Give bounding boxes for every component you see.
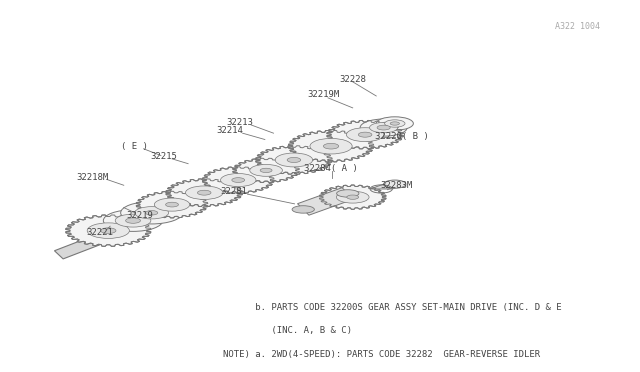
Ellipse shape: [347, 195, 358, 199]
Polygon shape: [66, 215, 151, 246]
Ellipse shape: [221, 173, 256, 187]
Text: 32215: 32215: [150, 152, 177, 161]
Polygon shape: [327, 121, 403, 149]
Text: 32221: 32221: [87, 228, 114, 237]
Ellipse shape: [103, 210, 163, 231]
Text: b. PARTS CODE 32200S GEAR ASSY SET-MAIN DRIVE (INC. D & E: b. PARTS CODE 32200S GEAR ASSY SET-MAIN …: [223, 303, 561, 312]
Ellipse shape: [232, 178, 244, 182]
Ellipse shape: [100, 228, 116, 234]
Ellipse shape: [260, 168, 272, 173]
Polygon shape: [136, 191, 208, 218]
Ellipse shape: [166, 202, 179, 207]
Ellipse shape: [337, 190, 359, 197]
Ellipse shape: [346, 128, 384, 142]
Ellipse shape: [310, 138, 352, 154]
Polygon shape: [233, 158, 300, 183]
Ellipse shape: [292, 206, 314, 213]
Polygon shape: [370, 184, 406, 189]
Text: A322 1004: A322 1004: [556, 22, 600, 31]
Ellipse shape: [377, 125, 390, 130]
Ellipse shape: [87, 223, 129, 238]
Text: 32281: 32281: [220, 187, 247, 196]
Text: 32213: 32213: [227, 118, 253, 126]
Ellipse shape: [275, 153, 313, 167]
Text: 32218M: 32218M: [77, 173, 109, 182]
Text: 32283M: 32283M: [380, 181, 412, 190]
Ellipse shape: [115, 214, 151, 227]
Text: ( E ): ( E ): [122, 142, 148, 151]
Polygon shape: [202, 167, 274, 193]
Ellipse shape: [197, 190, 211, 195]
Ellipse shape: [323, 143, 339, 149]
Text: NOTE) a. 2WD(4-SPEED): PARTS CODE 32282  GEAR-REVERSE IDLER: NOTE) a. 2WD(4-SPEED): PARTS CODE 32282 …: [223, 350, 540, 359]
Ellipse shape: [376, 117, 413, 130]
Ellipse shape: [186, 186, 223, 199]
Text: 32284( A ): 32284( A ): [303, 164, 357, 173]
Polygon shape: [166, 179, 243, 206]
Ellipse shape: [358, 132, 372, 137]
Text: 32219: 32219: [127, 211, 154, 220]
Ellipse shape: [250, 164, 282, 176]
Polygon shape: [298, 188, 353, 215]
Ellipse shape: [134, 207, 168, 219]
Ellipse shape: [337, 191, 369, 203]
Polygon shape: [255, 146, 332, 174]
Ellipse shape: [385, 120, 405, 127]
Text: 32228: 32228: [339, 75, 366, 84]
Text: 32220( B ): 32220( B ): [375, 132, 429, 141]
Ellipse shape: [287, 157, 301, 163]
Polygon shape: [289, 131, 374, 162]
Ellipse shape: [121, 202, 182, 224]
Ellipse shape: [369, 122, 398, 133]
Ellipse shape: [383, 180, 406, 188]
Ellipse shape: [390, 122, 399, 125]
Text: 32219M: 32219M: [307, 90, 339, 99]
Polygon shape: [54, 119, 406, 259]
Ellipse shape: [154, 198, 189, 211]
Ellipse shape: [145, 211, 158, 215]
Text: (INC. A, B & C): (INC. A, B & C): [223, 326, 352, 334]
Text: 32214: 32214: [217, 126, 244, 135]
Polygon shape: [319, 185, 386, 209]
Ellipse shape: [125, 218, 140, 223]
Ellipse shape: [360, 119, 407, 136]
